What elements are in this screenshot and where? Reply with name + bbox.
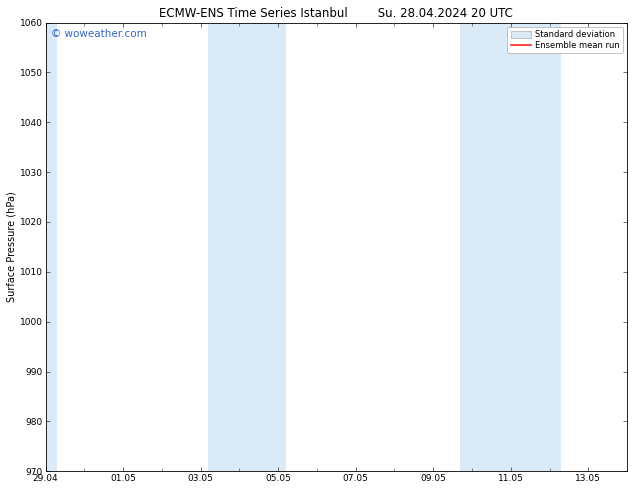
Bar (34, 23, 57, 471)
Bar (209, 23, 286, 471)
Bar (460, 23, 561, 471)
Y-axis label: Surface Pressure (hPa): Surface Pressure (hPa) (7, 192, 17, 302)
Legend: Standard deviation, Ensemble mean run: Standard deviation, Ensemble mean run (507, 26, 623, 53)
Title: ECMW-ENS Time Series Istanbul        Su. 28.04.2024 20 UTC: ECMW-ENS Time Series Istanbul Su. 28.04.… (159, 7, 513, 20)
Text: © woweather.com: © woweather.com (51, 29, 147, 39)
